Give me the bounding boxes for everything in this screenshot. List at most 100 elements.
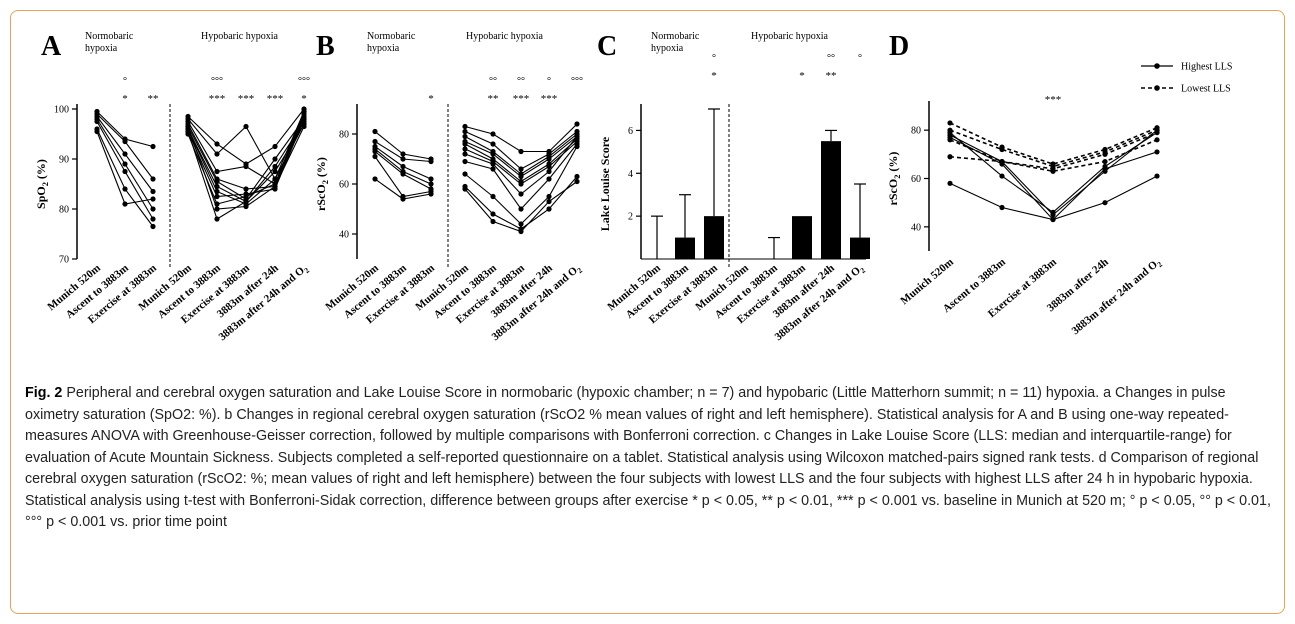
panel-B-data-point xyxy=(462,141,468,147)
panel-B-data-point xyxy=(546,198,552,205)
panel-B-data-point xyxy=(546,176,552,182)
panel-C-ytick-label: 6 xyxy=(628,126,633,137)
panel-A-group-0-title2: hypoxia xyxy=(85,43,118,54)
panel-A-data-point xyxy=(150,196,156,202)
panel-B-sig-star: ** xyxy=(488,93,499,105)
panel-B-data-point xyxy=(462,186,468,192)
panel-D-data-point xyxy=(1154,129,1160,136)
panel-D-ytick-label: 40 xyxy=(911,222,921,233)
panel-B-ytick-label: 80 xyxy=(339,130,349,141)
panel-C-bar xyxy=(850,237,870,259)
panel-A-ytick-label: 90 xyxy=(59,155,69,166)
panel-D-data-point xyxy=(1102,158,1108,165)
panel-A-sig-star: * xyxy=(301,93,307,105)
panel-D-data-point xyxy=(947,137,953,143)
panel-B-data-point xyxy=(490,218,496,225)
panel-D-data-point xyxy=(1154,149,1160,155)
panel-B-data-point xyxy=(462,151,468,157)
panel-A-data-point xyxy=(272,156,278,162)
panel-C-sig-circle: ° xyxy=(712,53,716,64)
panel-A-data-point xyxy=(150,143,156,150)
panel-B-data-point xyxy=(574,121,580,127)
legend-marker xyxy=(1154,85,1160,91)
panel-B-group-1-title: Hypobaric hypoxia xyxy=(466,31,543,42)
panel-A-data-point xyxy=(243,123,249,130)
panel-C-ytick-label: 4 xyxy=(628,169,633,180)
panel-B-data-point xyxy=(462,128,468,135)
panel-A-sig-star: *** xyxy=(238,93,255,105)
panel-D-ytick-label: 60 xyxy=(911,174,921,185)
panel-A-group-1-title: Hypobaric hypoxia xyxy=(201,31,278,42)
panel-D-data-point xyxy=(1154,137,1160,143)
panel-B-data-point xyxy=(518,221,524,227)
panel-A-sig-star: ** xyxy=(148,93,159,105)
panel-B-group-0-title: Normobaric xyxy=(367,31,416,42)
panel-D-data-point xyxy=(947,154,953,160)
panel-B-data-point xyxy=(400,196,406,202)
panel-B-data-point xyxy=(372,176,378,182)
panel-A-letter: A xyxy=(41,31,62,62)
panel-C-sig-circle: °° xyxy=(827,53,835,64)
panel-B-data-point xyxy=(546,156,552,162)
panel-D-data-point xyxy=(947,127,953,133)
panel-B-ylabel: rScO2 (%) xyxy=(314,157,330,211)
panel-A-data-point xyxy=(150,176,156,182)
panel-D-series-line xyxy=(949,139,1158,173)
panel-B-data-point xyxy=(490,161,496,167)
panel-C-sig-star: * xyxy=(711,70,717,82)
panel-A-data-point xyxy=(243,203,249,210)
panel-A-data-point xyxy=(185,123,191,130)
panel-B-data-point xyxy=(462,158,468,165)
panel-C-group-0-title: Normobaric xyxy=(651,31,700,42)
panel-A-data-point xyxy=(243,198,249,205)
panel-A-sig-star: *** xyxy=(267,93,284,105)
panel-D-data-point xyxy=(1050,212,1056,218)
panel-B-data-point xyxy=(574,143,580,150)
panel-B-data-point xyxy=(574,133,580,140)
panel-B-data-point xyxy=(400,163,406,170)
panel-A-data-point xyxy=(272,163,278,170)
panel-A-data-point xyxy=(272,168,278,175)
caption-text: Peripheral and cerebral oxygen saturatio… xyxy=(25,385,1271,530)
panel-A-data-point xyxy=(94,128,100,135)
panel-B-data-point xyxy=(428,176,434,182)
panel-B-data-point xyxy=(490,141,496,147)
panel-D-data-point xyxy=(947,120,953,126)
panel-A-data-point xyxy=(150,223,156,230)
panel-B-data-point xyxy=(428,181,434,187)
panel-B-data-point xyxy=(518,191,524,197)
panel-A-data-point xyxy=(301,108,307,115)
panel-C-letter: C xyxy=(597,31,617,62)
panel-A-sig-circle: °°° xyxy=(298,76,310,87)
panel-B-data-point xyxy=(546,206,552,212)
panel-A-ytick-label: 80 xyxy=(59,205,69,216)
panel-B-data-point xyxy=(462,171,468,177)
panel-B-data-point xyxy=(546,193,552,200)
panel-A-data-point xyxy=(301,116,307,122)
panel-D-letter: D xyxy=(889,31,909,62)
panel-D-data-point xyxy=(999,204,1005,211)
panel-A-data-point xyxy=(122,168,128,175)
panel-B-data-point xyxy=(490,151,496,157)
panel-A-data-point xyxy=(243,186,249,192)
panel-A-group-0-title: Normobaric xyxy=(85,31,134,42)
panel-B-data-point xyxy=(400,156,406,162)
panel-B-sig-circle: °° xyxy=(489,76,497,87)
panel-A-data-point xyxy=(94,118,100,125)
panel-A-data-point xyxy=(214,151,220,157)
panel-B-sig-star: *** xyxy=(513,93,530,105)
panel-D-data-point xyxy=(999,146,1005,153)
panel-A-data-point xyxy=(122,186,128,192)
panel-A-data-point xyxy=(214,206,220,212)
panel-C-bar xyxy=(821,141,841,259)
panel-C-ytick-label: 2 xyxy=(628,212,633,223)
panel-D-data-point xyxy=(1102,151,1108,157)
panel-B-sig-circle: °°° xyxy=(571,76,583,87)
panel-B-data-point xyxy=(518,173,524,180)
panel-D-data-point xyxy=(1050,216,1056,223)
panel-B-data-point xyxy=(372,153,378,160)
panel-A-data-point xyxy=(122,151,128,157)
panel-D-data-point xyxy=(1102,168,1108,174)
panel-D-sig-star: *** xyxy=(1045,94,1062,106)
panel-B-sig-circle: °° xyxy=(517,76,525,87)
